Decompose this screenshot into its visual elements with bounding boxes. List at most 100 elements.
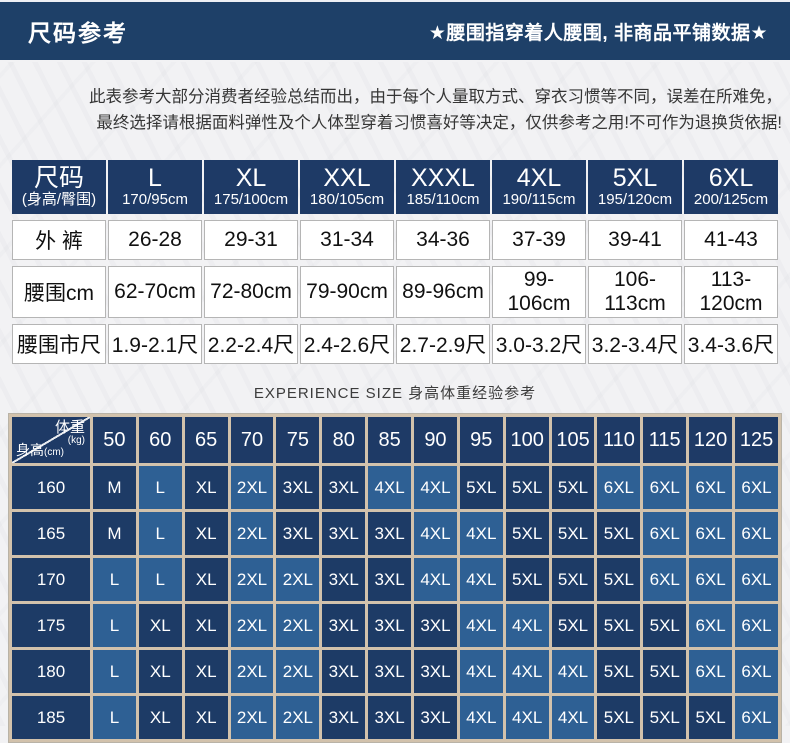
recommended-size-cell: 2XL [276, 696, 320, 739]
recommended-size-cell: 3XL [322, 558, 366, 601]
size-spec: 185/110cm [406, 191, 480, 208]
recommended-size-cell: 4XL [551, 696, 595, 739]
recommended-size-cell: 6XL [689, 512, 733, 555]
matrix-row: 160 M L XL 2XL 3XL 3XL 4XL 4XL 5XL 5XL 5XL 6XL 6XL 6XL… [12, 466, 778, 509]
recommended-size-cell: L [93, 604, 136, 647]
recommended-size-cell: 2XL [276, 558, 320, 601]
size-value-cell: 72-80cm [204, 266, 298, 318]
recommended-size-cell: 3XL [322, 512, 366, 555]
recommended-size-cell: 6XL [643, 466, 687, 509]
recommended-size-cell: 2XL [230, 466, 274, 509]
recommended-size-cell: 3XL [322, 650, 366, 693]
recommended-size-cell: 5XL [643, 604, 687, 647]
size-value-cell: 3.0-3.2尺 [492, 324, 586, 364]
size-name: 5XL [612, 164, 658, 192]
recommended-size-cell: 6XL [735, 604, 778, 647]
size-value-cell: 99-106cm [492, 266, 586, 318]
weight-header-cell: 90 [414, 417, 457, 463]
matrix-row: 175 L XL XL 2XL 2XL 3XL 3XL 3XL 4XL 4XL 5XL 5XL 5XL 6X… [12, 604, 778, 647]
recommended-size-cell: XL [138, 650, 182, 693]
recommended-size-cell: 6XL [689, 604, 733, 647]
recommended-size-cell: 5XL [597, 558, 641, 601]
recommended-size-cell: 4XL [414, 558, 457, 601]
recommended-size-cell: 4XL [414, 512, 457, 555]
recommended-size-cell: 4XL [505, 650, 549, 693]
weight-header-cell: 105 [551, 417, 595, 463]
size-value-cell: 3.2-3.4尺 [588, 324, 682, 364]
weight-header-cell: 60 [138, 417, 182, 463]
recommended-size-cell: 2XL [276, 604, 320, 647]
recommended-size-cell: XL [138, 604, 182, 647]
recommended-size-cell: 6XL [735, 696, 778, 739]
size-spec: 175/100cm [213, 191, 289, 208]
size-value-cell: 62-70cm [108, 266, 202, 318]
recommended-size-cell: 5XL [689, 696, 733, 739]
header-bar: 尺码参考 ★腰围指穿着人腰围, 非商品平铺数据★ [0, 0, 790, 60]
disclaimer-line-1: 此表参考大部分消费者经验总结而出，由于每个人量取方式、穿衣习惯等不同，误差在所难… [89, 88, 782, 106]
size-value-cell: 34-36 [396, 220, 490, 260]
weight-header-cell: 120 [689, 417, 733, 463]
weight-header-cell: 85 [368, 417, 412, 463]
size-name: XXXL [411, 164, 475, 192]
recommended-size-cell: L [93, 558, 136, 601]
recommended-size-cell: L [138, 558, 182, 601]
size-value-cell: 29-31 [204, 220, 298, 260]
recommended-size-cell: 3XL [414, 696, 457, 739]
waist-note: ★腰围指穿着人腰围, 非商品平铺数据★ [428, 22, 768, 44]
recommended-size-cell: 5XL [643, 650, 687, 693]
matrix-row: 170 L L XL 2XL 2XL 3XL 3XL 4XL 4XL 5XL 5XL 5XL 6XL 6XL… [12, 558, 778, 601]
recommended-size-cell: 3XL [322, 466, 366, 509]
recommended-size-cell: 3XL [368, 650, 412, 693]
recommended-size-cell: XL [138, 696, 182, 739]
recommended-size-cell: L [138, 466, 182, 509]
size-table-row: 腰围市尺 1.9-2.1尺 2.2-2.4尺 2.4-2.6尺 2.7-2.9尺 3.0-… [12, 324, 778, 364]
recommended-size-cell: 2XL [276, 650, 320, 693]
recommended-size-cell: 3XL [322, 696, 366, 739]
recommended-size-cell: 4XL [459, 696, 503, 739]
recommended-size-cell: M [93, 512, 136, 555]
recommended-size-cell: 5XL [505, 558, 549, 601]
recommended-size-cell: 3XL [414, 650, 457, 693]
corner-weight-label: 体重 (kg) [54, 419, 85, 446]
height-label-cell: 165 [12, 512, 90, 555]
recommended-size-cell: 5XL [505, 512, 549, 555]
recommended-size-cell: M [93, 466, 136, 509]
recommended-size-cell: 2XL [230, 512, 274, 555]
height-label-cell: 180 [12, 650, 90, 693]
height-label-cell: 160 [12, 466, 90, 509]
recommended-size-cell: 2XL [230, 604, 274, 647]
recommended-size-cell: 6XL [735, 512, 778, 555]
size-column-header: XXXL 185/110cm [396, 160, 490, 214]
recommended-size-cell: 5XL [551, 604, 595, 647]
size-value-cell: 39-41 [588, 220, 682, 260]
recommended-size-cell: 3XL [276, 512, 320, 555]
recommended-size-cell: 6XL [735, 558, 778, 601]
size-spec: 190/115cm [502, 191, 576, 208]
corner-title: 尺码 [33, 164, 84, 192]
weight-header-cell: 110 [597, 417, 641, 463]
recommended-size-cell: 4XL [459, 604, 503, 647]
recommended-size-cell: 3XL [368, 696, 412, 739]
recommended-size-cell: L [93, 650, 136, 693]
weight-header-cell: 65 [184, 417, 228, 463]
size-row-label: 外 裤 [12, 220, 106, 260]
recommended-size-cell: 3XL [414, 604, 457, 647]
recommended-size-cell: XL [184, 512, 228, 555]
size-column-header: 5XL 195/120cm [588, 160, 682, 214]
size-name: L [148, 164, 162, 192]
size-column-header: 6XL 200/125cm [684, 160, 778, 214]
recommended-size-cell: 3XL [368, 604, 412, 647]
size-column-header: XL 175/100cm [204, 160, 298, 214]
weight-header-cell: 80 [322, 417, 366, 463]
recommended-size-cell: 6XL [643, 558, 687, 601]
size-value-cell: 3.4-3.6尺 [684, 324, 778, 364]
experience-size-title: EXPERIENCE SIZE 身高体重经验参考 [253, 385, 537, 402]
weight-header-cell: 95 [459, 417, 503, 463]
recommended-size-cell: 4XL [505, 696, 549, 739]
size-table-row: 腰围cm 62-70cm 72-80cm 79-90cm 89-96cm 99-106cm… [12, 266, 778, 318]
size-value-cell: 2.4-2.6尺 [300, 324, 394, 364]
size-value-cell: 1.9-2.1尺 [108, 324, 202, 364]
disclaimer: 此表参考大部分消费者经验总结而出，由于每个人量取方式、穿衣习惯等不同，误差在所难… [0, 84, 782, 136]
size-value-cell: 2.7-2.9尺 [396, 324, 490, 364]
